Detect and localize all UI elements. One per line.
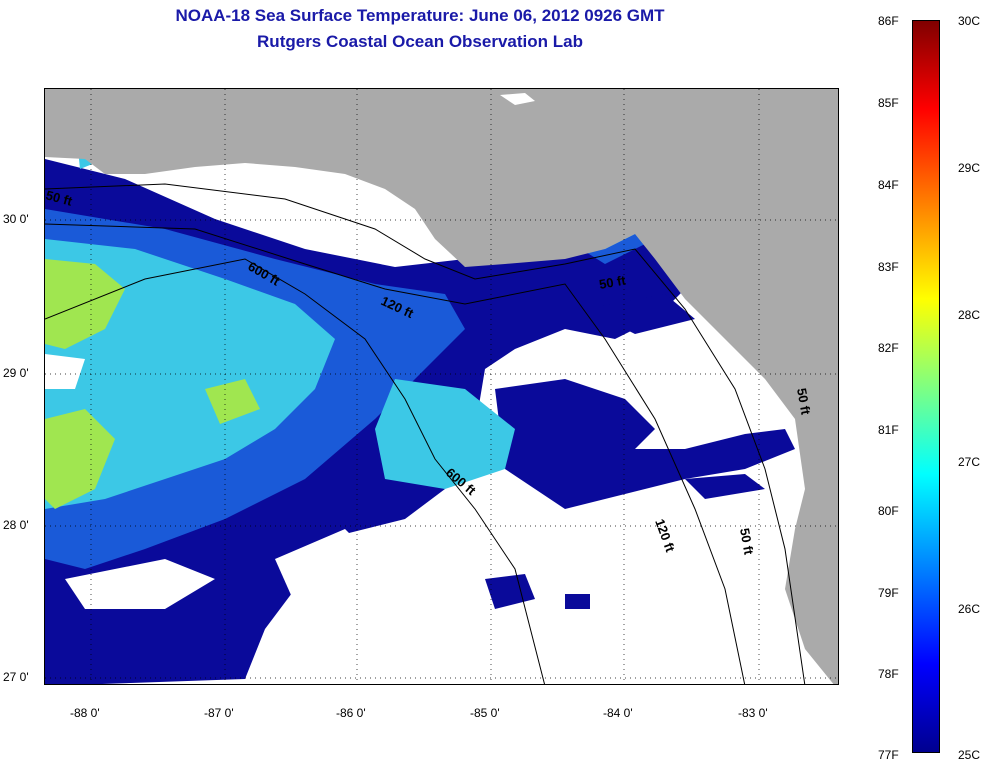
colorbar-fahrenheit-label: 85F	[878, 96, 899, 110]
lake	[500, 93, 535, 105]
contour-label: 50 ft	[737, 527, 757, 557]
cloud-patch	[315, 629, 445, 684]
warmest-water-region	[45, 409, 115, 509]
colorbar-celsius-label: 27C	[958, 455, 981, 469]
map-title: NOAA-18 Sea Surface Temperature: June 06…	[175, 6, 665, 25]
lat-label: 30 0'	[3, 212, 29, 226]
colorbar-celsius-label: 30C	[958, 14, 981, 28]
map-subtitle: Rutgers Coastal Ocean Observation Lab	[257, 32, 583, 51]
sst-map: 50 ft 600 ft 120 ft 50 ft 600 ft 120 ft …	[44, 88, 839, 685]
land-mass	[45, 89, 838, 684]
contour-label: 50 ft	[794, 387, 814, 417]
lon-label: -86 0'	[336, 706, 366, 720]
colorbar-fahrenheit-label: 81F	[878, 423, 899, 437]
contour-label: 50 ft	[45, 187, 75, 209]
depth-contour-600ft	[45, 258, 546, 684]
lon-label: -85 0'	[470, 706, 500, 720]
colorbar-celsius-label: 29C	[958, 161, 981, 175]
warmest-water-region	[205, 379, 260, 424]
lon-label: -83 0'	[738, 706, 768, 720]
colorbar-fahrenheit-label: 79F	[878, 586, 899, 600]
colorbar-celsius-label: 28C	[958, 308, 981, 322]
cloud-patch	[45, 354, 85, 389]
warmest-water-region	[45, 259, 125, 349]
lat-label: 27 0'	[3, 670, 29, 684]
cloud-patch	[65, 559, 215, 609]
colorbar-fahrenheit-label: 80F	[878, 504, 899, 518]
temperature-colorbar	[912, 20, 940, 753]
colorbar-fahrenheit-label: 84F	[878, 178, 899, 192]
lon-label: -84 0'	[603, 706, 633, 720]
deep-water-patch	[565, 594, 590, 609]
colorbar-fahrenheit-label: 78F	[878, 667, 899, 681]
lat-label: 28 0'	[3, 518, 29, 532]
deep-water-region-east	[495, 379, 795, 509]
deep-water-patch	[685, 474, 765, 499]
colorbar-fahrenheit-label: 82F	[878, 341, 899, 355]
lon-label: -88 0'	[70, 706, 100, 720]
contour-label: 50 ft	[598, 272, 628, 292]
colorbar-fahrenheit-label: 77F	[878, 748, 899, 762]
cloud-patch	[275, 529, 375, 604]
warm-water-region-east	[375, 379, 515, 489]
deep-water-patch	[585, 294, 695, 334]
lat-label: 29 0'	[3, 366, 29, 380]
depth-contour-50ft	[45, 183, 806, 684]
colorbar-fahrenheit-label: 86F	[878, 14, 899, 28]
lon-label: -87 0'	[204, 706, 234, 720]
colorbar-celsius-label: 25C	[958, 748, 981, 762]
colorbar-celsius-label: 26C	[958, 602, 981, 616]
colorbar-fahrenheit-label: 83F	[878, 260, 899, 274]
depth-contour-120ft	[45, 223, 746, 684]
